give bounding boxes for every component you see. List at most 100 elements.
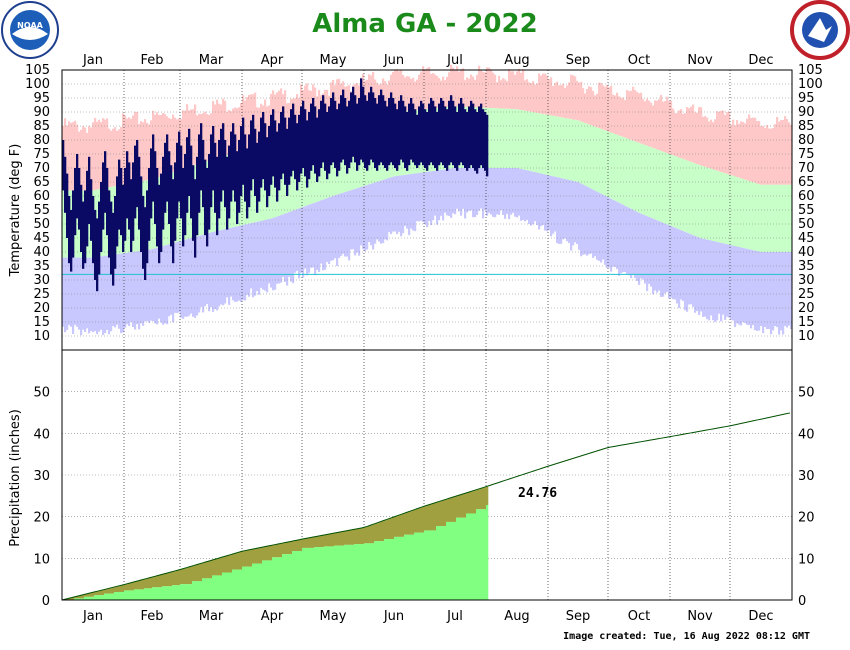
normal-range-band-bar: [754, 182, 757, 251]
observed-precipitation-bar: [328, 546, 331, 600]
observed-temperature-bar: [236, 151, 239, 224]
precipitation-deficit-bar: [148, 578, 151, 589]
precipitation-deficit-bar: [126, 584, 129, 591]
observed-temperature-bar: [310, 103, 313, 171]
observed-precipitation-bar: [410, 534, 413, 600]
record-high-band-bar: [522, 69, 525, 111]
temperature-tick-label: 35: [798, 259, 815, 274]
record-high-band-bar: [70, 122, 73, 191]
precipitation-deficit-bar: [436, 502, 439, 527]
precipitation-deficit-bar: [414, 509, 417, 533]
observed-temperature-bar: [300, 106, 303, 174]
observed-precipitation-bar: [408, 534, 411, 600]
record-high-band-bar: [338, 78, 341, 123]
record-high-band-bar: [140, 121, 143, 182]
record-high-band-bar: [624, 100, 627, 138]
observed-precipitation-bar: [152, 587, 155, 600]
normal-range-band-bar: [242, 150, 245, 226]
precipitation-tick-label: 50: [33, 386, 50, 401]
precipitation-deficit-bar: [380, 521, 383, 542]
record-low-band-bar: [674, 227, 677, 300]
observed-temperature-bar: [194, 179, 197, 258]
record-high-band-bar: [236, 108, 239, 153]
record-high-band-bar: [192, 109, 195, 166]
observed-temperature-bar: [402, 100, 405, 163]
record-high-band-bar: [98, 119, 101, 190]
observed-precipitation-bar: [468, 513, 471, 600]
record-low-band-bar: [126, 252, 129, 325]
record-low-band-bar: [644, 215, 647, 284]
record-low-band-bar: [418, 172, 421, 222]
normal-range-band-bar: [620, 136, 623, 204]
observed-temperature-bar: [298, 114, 301, 182]
record-low-band-bar: [408, 174, 411, 235]
observed-precipitation-bar: [222, 572, 225, 600]
precipitation-deficit-bar: [468, 492, 471, 514]
observed-temperature-bar: [210, 134, 213, 208]
record-low-band-bar: [420, 172, 423, 221]
normal-range-band-bar: [596, 127, 599, 192]
record-high-band-bar: [494, 74, 497, 109]
observed-precipitation-bar: [238, 569, 241, 600]
record-high-band-bar: [718, 111, 721, 172]
normal-range-band-bar: [552, 115, 555, 177]
precipitation-plot-border: [61, 349, 793, 601]
precipitation-deficit-bar: [180, 569, 183, 585]
observed-precipitation-bar: [244, 566, 247, 600]
record-low-band-bar: [510, 168, 513, 215]
observed-precipitation-bar: [436, 526, 439, 600]
record-low-band-bar: [240, 225, 243, 302]
normal-range-band-bar: [618, 135, 621, 203]
record-low-band-bar: [142, 250, 145, 326]
record-low-band-bar: [450, 168, 453, 218]
observed-precipitation-bar: [92, 596, 95, 600]
temperature-tick-label: 85: [33, 119, 50, 134]
precipitation-deficit-bar: [288, 541, 291, 555]
observed-temperature-bar: [128, 162, 131, 230]
record-high-band-bar: [406, 76, 409, 111]
precipitation-deficit-bar: [116, 586, 119, 593]
month-label-bottom: Sep: [566, 609, 591, 624]
temperature-tick-label: 25: [33, 287, 50, 302]
record-low-band-bar: [776, 252, 779, 328]
record-high-band-bar: [778, 121, 781, 185]
observed-precipitation-bar: [338, 545, 341, 600]
precipitation-deficit-bar: [388, 519, 391, 540]
observed-precipitation-bar: [242, 566, 245, 600]
normal-range-band-bar: [570, 119, 573, 181]
record-low-band-bar: [696, 236, 699, 312]
record-low-band-bar: [430, 171, 433, 226]
record-high-band-bar: [700, 107, 703, 166]
month-label-top: Jul: [446, 53, 463, 68]
record-high-band-bar: [572, 75, 575, 120]
record-low-band-bar: [116, 254, 119, 325]
record-low-band-bar: [64, 257, 67, 333]
precipitation-deficit-bar: [334, 533, 337, 546]
observed-precipitation-bar: [200, 581, 203, 600]
observed-temperature-bar: [204, 159, 207, 236]
precipitation-deficit-bar: [162, 574, 165, 587]
observed-temperature-bar: [188, 128, 191, 196]
observed-temperature-bar: [444, 106, 447, 168]
observed-temperature-bar: [154, 151, 157, 224]
record-low-band-bar: [110, 255, 113, 332]
record-high-band-bar: [214, 104, 217, 159]
observed-precipitation-bar: [280, 557, 283, 600]
precipitation-deficit-bar: [452, 497, 455, 522]
precipitation-tick-label: 0: [42, 594, 50, 609]
observed-temperature-bar: [338, 103, 341, 171]
record-high-band-bar: [498, 75, 501, 109]
normal-range-band-bar: [556, 116, 559, 178]
precipitation-deficit-bar: [402, 514, 405, 537]
normal-range-band-bar: [708, 168, 711, 241]
precipitation-deficit-bar: [286, 542, 289, 555]
normal-range-band-bar: [538, 113, 541, 174]
record-low-band-bar: [722, 243, 725, 315]
precipitation-deficit-bar: [364, 527, 367, 544]
record-high-band-bar: [764, 127, 767, 185]
normal-range-band-bar: [660, 150, 663, 222]
observed-precipitation-bar: [386, 539, 389, 600]
precipitation-deficit-bar: [98, 591, 101, 596]
record-high-band-bar: [142, 122, 145, 181]
record-high-band-bar: [746, 118, 749, 181]
